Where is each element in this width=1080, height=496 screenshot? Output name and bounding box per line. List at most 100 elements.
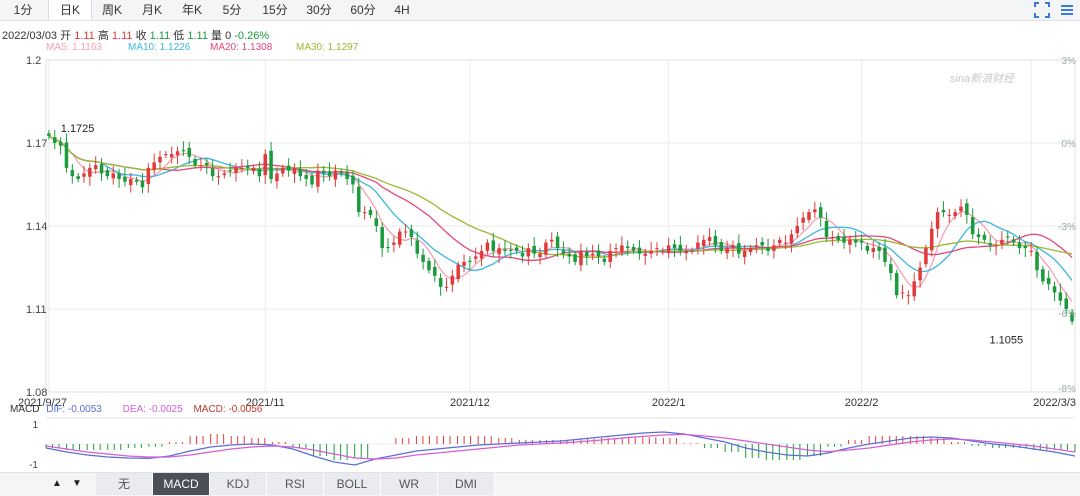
candle-body — [783, 242, 788, 244]
vol-value: 0 — [225, 30, 232, 42]
candle-body — [643, 253, 648, 256]
indicator-bar: ▲ ▼ 无 MACD KDJ RSI BOLL WR DMI — [0, 472, 1080, 496]
indicator-tab-5[interactable]: WR — [381, 473, 438, 495]
candle-body — [1046, 278, 1051, 285]
tab-0[interactable]: 1分 — [13, 3, 33, 17]
fullscreen-icon[interactable] — [1034, 2, 1050, 18]
high-label: 高 — [97, 30, 109, 42]
candle-body — [409, 229, 414, 238]
candle-body — [725, 248, 729, 254]
candle-body — [158, 156, 162, 163]
candle-body — [76, 176, 80, 179]
candle-body — [339, 171, 344, 174]
candle-body — [1041, 269, 1045, 282]
ma-lines — [48, 135, 1073, 302]
tab-3[interactable]: 月K — [141, 3, 162, 17]
candle-body — [514, 247, 519, 251]
candle-body — [748, 248, 753, 253]
candle-body — [772, 245, 776, 251]
tab-9[interactable]: 4H — [394, 3, 410, 17]
quote-bar: 2022/03/03 开 1.11 高 1.11 收 1.11 低 1.11 量… — [2, 27, 269, 43]
arrow-down-icon[interactable]: ▼ — [72, 478, 82, 489]
candle-body — [1006, 236, 1010, 238]
tab-5[interactable]: 5分 — [222, 3, 242, 17]
candle-body — [251, 167, 256, 172]
low-label: 低 — [173, 30, 185, 42]
candle-body — [795, 226, 800, 234]
x-tick-label: 2021/12 — [450, 397, 490, 409]
candle-body — [205, 162, 209, 166]
candle-body — [1035, 252, 1039, 271]
candle-body — [193, 159, 197, 166]
macd-title: MACD — [10, 404, 40, 415]
candle-body — [707, 237, 712, 241]
candle-body — [696, 242, 700, 249]
candle-body — [526, 248, 531, 257]
tab-6[interactable]: 15分 — [262, 3, 288, 17]
dif-legend: DIF: -0.0053 — [46, 404, 102, 415]
indicator-tab-1[interactable]: MACD — [153, 473, 210, 495]
candle-body — [836, 235, 840, 240]
candle-body — [760, 242, 764, 246]
candle-body — [345, 172, 349, 179]
candle-body — [807, 212, 811, 220]
candle-body — [397, 231, 402, 245]
candle-body — [333, 170, 338, 180]
indicator-tab-6[interactable]: DMI — [438, 473, 495, 495]
macd-legend: MACD DIF: -0.0053 DEA: -0.0025 MACD: -0.… — [10, 404, 262, 415]
kline-chart[interactable]: sina新浪财经 1.2 1.17 1.14 1.11 1.08 3% 0% -3% -6% -… — [0, 0, 1080, 472]
chart-grid — [45, 59, 1076, 393]
y-tick-label: 1.11 — [26, 304, 47, 316]
candle-body — [889, 264, 893, 274]
indicator-tab-2[interactable]: KDJ — [210, 473, 267, 495]
indicator-tab-0[interactable]: 无 — [96, 473, 153, 495]
candle-body — [777, 239, 782, 244]
candle-body — [479, 250, 484, 259]
candle-body — [801, 217, 805, 223]
candle-body — [152, 162, 156, 171]
x-tick-label: 2022/3/3 — [1033, 397, 1076, 409]
candle-body — [88, 167, 92, 177]
tab-4[interactable]: 年K — [181, 3, 202, 17]
dea-line — [45, 433, 1076, 460]
arrow-up-icon[interactable]: ▲ — [52, 478, 62, 489]
candle-body — [245, 165, 250, 168]
candle-body — [1011, 239, 1016, 243]
macd-value-legend: MACD: -0.0056 — [193, 404, 263, 415]
tab-7[interactable]: 30分 — [306, 3, 332, 17]
macd-chart: 1 -1 — [29, 417, 1076, 471]
candle-body — [848, 239, 852, 245]
indicator-tab-4[interactable]: BOLL — [324, 473, 381, 495]
candle-body — [310, 175, 314, 185]
candle-body — [99, 164, 104, 174]
candle-body — [438, 278, 443, 287]
ma10-legend: MA10: 1.1226 — [128, 42, 191, 53]
candle-body — [637, 247, 642, 254]
ma20-legend: MA20: 1.1308 — [210, 42, 273, 53]
candle-body — [362, 212, 367, 214]
candle-body — [140, 180, 145, 188]
candle-body — [64, 142, 69, 168]
candle-body — [357, 186, 361, 213]
dea-legend: DEA: -0.0025 — [122, 404, 183, 415]
candle-body — [625, 246, 630, 249]
ma10-line — [48, 135, 1073, 281]
candle-body — [754, 245, 759, 248]
candle-body — [555, 236, 560, 249]
candle-body — [228, 170, 232, 172]
tab-2[interactable]: 周K — [101, 3, 122, 17]
candle-body — [713, 235, 718, 246]
candle-body — [532, 245, 536, 254]
indicator-tab-3[interactable]: RSI — [267, 473, 324, 495]
close-label: 收 — [135, 30, 147, 42]
candle-body — [900, 292, 905, 294]
menu-icon[interactable] — [1060, 3, 1074, 17]
tab-1[interactable]: 日K — [48, 0, 92, 20]
candle-body — [485, 242, 490, 251]
candle-body — [649, 250, 653, 254]
tab-8[interactable]: 60分 — [350, 3, 376, 17]
candle-body — [129, 178, 133, 186]
candle-body — [906, 295, 911, 297]
candle-body — [561, 250, 566, 254]
period-tabs: 1分 日K 周K 月K 年K 5分 15分 30分 60分 4H — [0, 0, 1080, 21]
